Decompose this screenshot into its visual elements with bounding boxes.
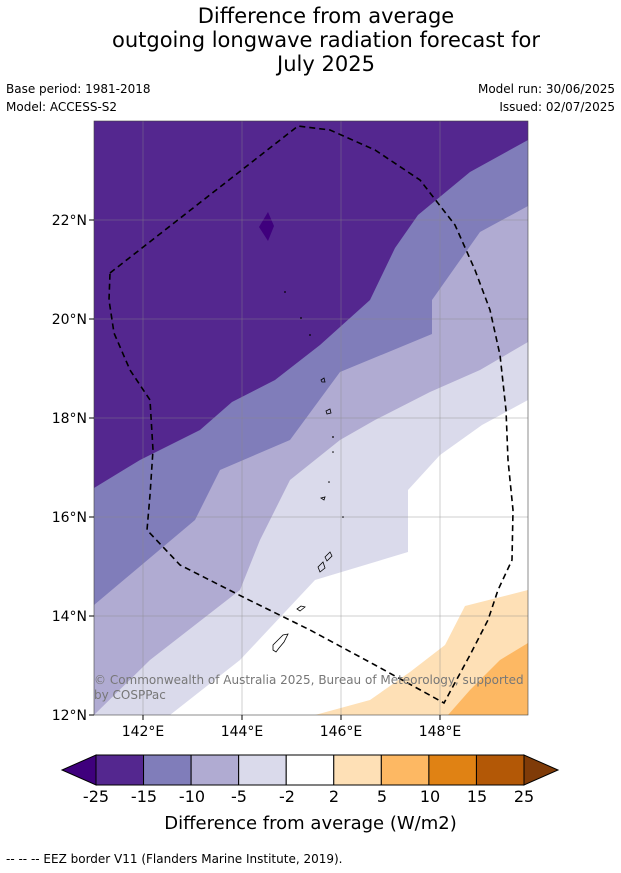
chart-title: Difference from average outgoing longwav… xyxy=(0,4,621,76)
colorbar-tick: -15 xyxy=(130,787,158,806)
eez-border xyxy=(108,125,514,705)
island-a xyxy=(320,377,326,383)
colorbar-segment xyxy=(428,754,477,786)
islets xyxy=(284,291,344,518)
colorbar-tick: 10 xyxy=(419,787,441,806)
lat-label: 20°N xyxy=(52,312,87,328)
colorbar-segment xyxy=(475,754,525,786)
gridlines xyxy=(94,121,528,715)
colorbar-tick: -25 xyxy=(82,787,110,806)
copyright: © Commonwealth of Australia 2025, Bureau… xyxy=(94,673,524,702)
colorbar-tick: 2 xyxy=(328,787,340,806)
tinian-island xyxy=(317,561,326,573)
colorbar-segment xyxy=(143,754,192,786)
lat-label: 22°N xyxy=(52,213,87,229)
islands xyxy=(272,377,333,653)
lat-label: 18°N xyxy=(52,411,87,427)
title-line-2: outgoing longwave radiation forecast for xyxy=(111,28,541,52)
colorbar xyxy=(60,754,560,786)
colorbar-segment xyxy=(190,754,240,786)
copyright-line-1: © Commonwealth of Australia 2025, Bureau… xyxy=(94,673,524,687)
band-5-10 xyxy=(448,643,528,715)
lat-label: 16°N xyxy=(52,510,87,526)
lon-label: 144°E xyxy=(221,724,264,740)
lon-label: 148°E xyxy=(419,724,462,740)
base-period: Base period: 1981-2018 xyxy=(6,82,151,96)
colorbar-tick: -10 xyxy=(178,787,206,806)
title-line-3: July 2025 xyxy=(277,52,375,76)
tick-marks xyxy=(89,219,441,720)
colorbar-tick: 25 xyxy=(513,787,535,806)
lat-labels: 22°N 20°N 18°N 16°N 14°N 12°N xyxy=(52,213,87,724)
meta-left: Base period: 1981-2018 Model: ACCESS-S2 xyxy=(6,80,151,116)
title-line-1: Difference from average xyxy=(197,4,455,28)
issued-date: Issued: 02/07/2025 xyxy=(499,100,615,114)
guam-island xyxy=(272,633,289,653)
island-b xyxy=(325,408,332,415)
lat-label: 12°N xyxy=(52,708,87,724)
model-run: Model run: 30/06/2025 xyxy=(477,82,615,96)
band-2-5 xyxy=(315,590,528,715)
colorbar-segment xyxy=(380,754,430,786)
lon-label: 146°E xyxy=(320,724,363,740)
band-minus15-minus25 xyxy=(94,121,528,488)
colorbar-extend-high xyxy=(523,754,560,786)
colorbar-extend-low xyxy=(60,754,97,786)
colorbar-tick: 15 xyxy=(466,787,488,806)
colorbar-tick: -5 xyxy=(231,787,247,806)
colorbar-segment xyxy=(333,754,382,786)
saipan-island xyxy=(324,551,333,562)
eez-legend: -- -- -- EEZ border V11 (Flanders Marine… xyxy=(6,852,343,866)
colorbar-title: Difference from average (W/m2) xyxy=(164,813,457,834)
colorbar-segment xyxy=(285,754,335,786)
model-name: Model: ACCESS-S2 xyxy=(6,100,118,114)
colorbar-segment xyxy=(95,754,145,786)
colorbar-tick: -2 xyxy=(279,787,295,806)
colorbar-tick: 5 xyxy=(376,787,388,806)
copyright-line-2: by COSPPac xyxy=(94,688,166,702)
island-c xyxy=(320,496,326,501)
rota-island xyxy=(296,605,306,612)
lon-label: 142°E xyxy=(122,724,165,740)
lat-label: 14°N xyxy=(52,609,87,625)
meta-right: Model run: 30/06/2025 Issued: 02/07/2025 xyxy=(478,80,615,116)
lon-labels: 142°E 144°E 146°E 148°E xyxy=(122,724,462,740)
band-below-minus25 xyxy=(259,212,274,241)
colorbar-segment xyxy=(238,754,287,786)
